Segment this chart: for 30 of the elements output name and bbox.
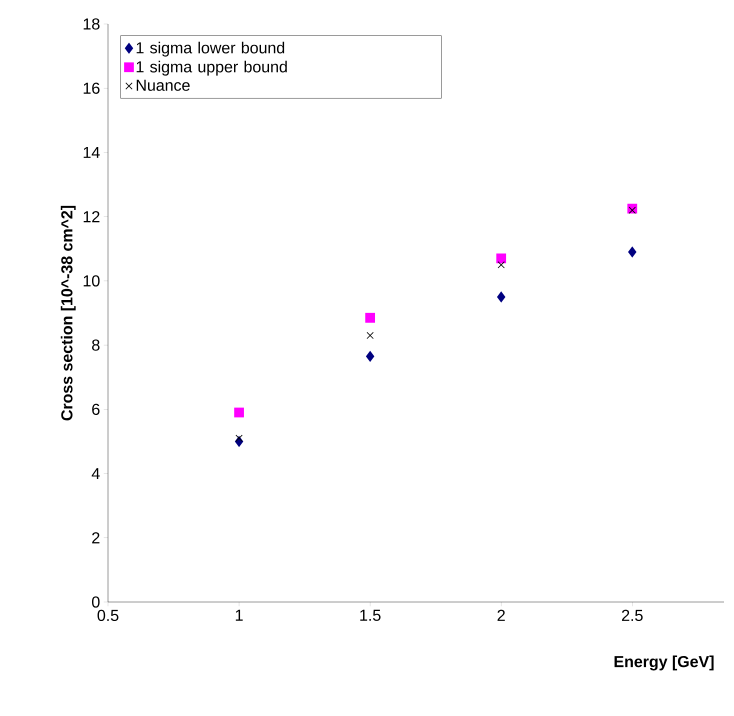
y-tick-label: 8 bbox=[92, 339, 100, 351]
y-tick-label: 16 bbox=[84, 82, 100, 94]
x-tick-label: 1 bbox=[236, 610, 243, 621]
y-tick-label: 18 bbox=[84, 18, 100, 30]
point bbox=[366, 350, 374, 362]
y-tick-label: 2 bbox=[92, 532, 100, 544]
y-axis-title: Cross section [10^-38 cm^2] bbox=[60, 206, 76, 420]
point bbox=[366, 332, 374, 340]
x-tick-label: 0.5 bbox=[98, 610, 118, 622]
point bbox=[496, 254, 506, 264]
point bbox=[235, 434, 243, 442]
point bbox=[365, 312, 376, 323]
x-tick-label: 2.5 bbox=[622, 610, 643, 622]
legend-label: 1 sigma lower bound bbox=[136, 42, 284, 57]
point bbox=[498, 261, 505, 268]
point bbox=[628, 206, 636, 214]
x-axis-title: Energy [GeV] bbox=[614, 656, 714, 670]
y-tick-label: 0 bbox=[92, 596, 100, 608]
x-tick-label: 2 bbox=[498, 610, 505, 621]
x-tick-label: 1.5 bbox=[360, 610, 381, 621]
legend-label: Nuance bbox=[136, 80, 190, 91]
point bbox=[628, 246, 636, 258]
point bbox=[497, 292, 506, 302]
y-tick-label: 6 bbox=[92, 404, 100, 415]
y-tick-label: 10 bbox=[84, 275, 100, 287]
legend-label: 1 sigma upper bound bbox=[136, 60, 287, 76]
point bbox=[234, 408, 244, 418]
y-tick-label: 4 bbox=[92, 468, 100, 480]
y-tick-label: 14 bbox=[84, 146, 100, 158]
y-tick-label: 12 bbox=[84, 211, 100, 222]
